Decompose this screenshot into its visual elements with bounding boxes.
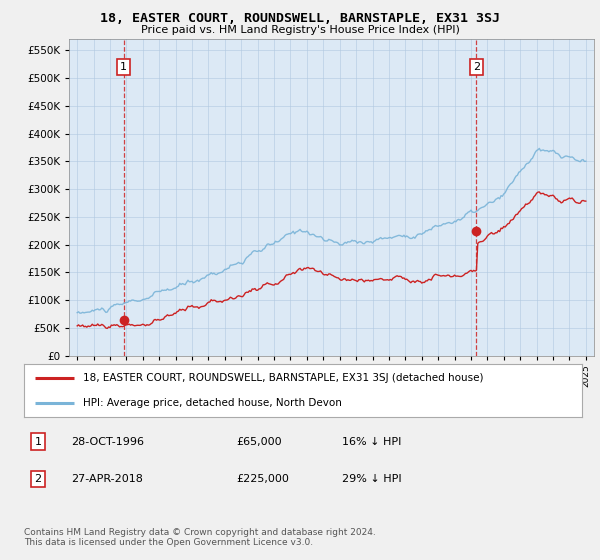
Text: HPI: Average price, detached house, North Devon: HPI: Average price, detached house, Nort… bbox=[83, 398, 341, 408]
Text: 16% ↓ HPI: 16% ↓ HPI bbox=[342, 436, 401, 446]
Text: 27-APR-2018: 27-APR-2018 bbox=[71, 474, 143, 484]
Text: £65,000: £65,000 bbox=[236, 436, 281, 446]
Text: 1: 1 bbox=[34, 436, 41, 446]
Text: 1: 1 bbox=[120, 62, 127, 72]
Text: 2: 2 bbox=[34, 474, 41, 484]
Text: Price paid vs. HM Land Registry's House Price Index (HPI): Price paid vs. HM Land Registry's House … bbox=[140, 25, 460, 35]
Text: 2: 2 bbox=[473, 62, 480, 72]
Text: Contains HM Land Registry data © Crown copyright and database right 2024.
This d: Contains HM Land Registry data © Crown c… bbox=[24, 528, 376, 547]
Text: £225,000: £225,000 bbox=[236, 474, 289, 484]
Text: 29% ↓ HPI: 29% ↓ HPI bbox=[342, 474, 401, 484]
Text: 18, EASTER COURT, ROUNDSWELL, BARNSTAPLE, EX31 3SJ (detached house): 18, EASTER COURT, ROUNDSWELL, BARNSTAPLE… bbox=[83, 374, 483, 384]
Text: 18, EASTER COURT, ROUNDSWELL, BARNSTAPLE, EX31 3SJ: 18, EASTER COURT, ROUNDSWELL, BARNSTAPLE… bbox=[100, 12, 500, 25]
Text: 28-OCT-1996: 28-OCT-1996 bbox=[71, 436, 145, 446]
